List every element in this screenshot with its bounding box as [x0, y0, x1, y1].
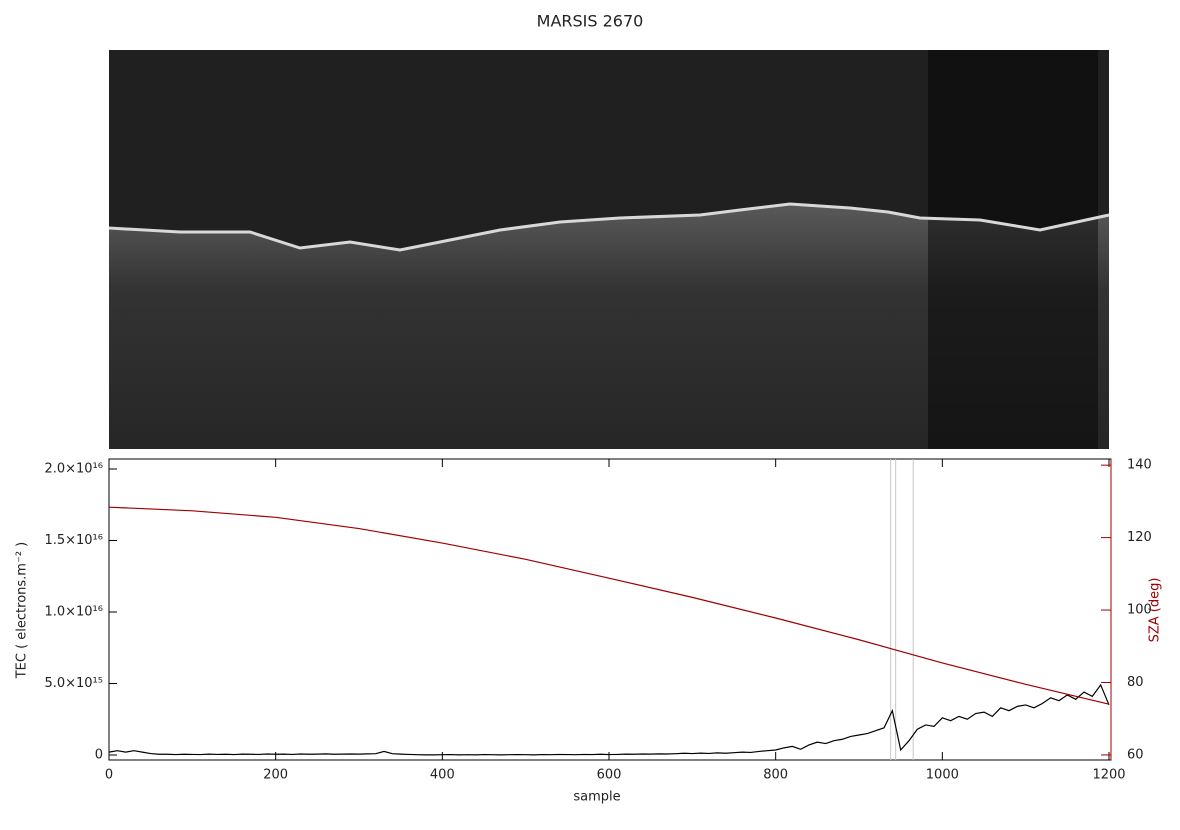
radargram — [108, 50, 1110, 449]
y-tick-label: 5.0×10¹⁵ — [44, 676, 103, 691]
y-tick-label: 2.0×10¹⁶ — [44, 462, 103, 477]
chart-title: MARSIS 2670 — [537, 12, 644, 31]
x-tick-label: 800 — [763, 768, 788, 783]
y2-tick-label: 80 — [1127, 675, 1144, 690]
y2-axis-label: SZA (deg) — [1148, 578, 1163, 643]
y2-tick-label: 140 — [1127, 458, 1152, 473]
plot-frame — [108, 458, 1112, 761]
x-tick-label: 1200 — [1092, 768, 1125, 783]
y2-tick-label: 60 — [1127, 747, 1144, 762]
y-axis-label: TEC ( electrons.m⁻² ) — [15, 542, 30, 680]
y2-tick-label: 100 — [1127, 603, 1152, 618]
y-tick-label: 0 — [95, 747, 103, 762]
y-tick-label: 1.0×10¹⁶ — [44, 605, 103, 620]
x-tick-label: 200 — [263, 768, 288, 783]
x-tick-label: 400 — [430, 768, 455, 783]
y-tick-label: 1.5×10¹⁶ — [44, 533, 103, 548]
series-line — [108, 683, 1110, 756]
x-axis-label: sample — [573, 790, 620, 805]
series-line — [108, 506, 1110, 705]
y2-tick-label: 120 — [1127, 530, 1152, 545]
x-tick-label: 600 — [597, 768, 622, 783]
x-tick-label: 1000 — [926, 768, 959, 783]
x-tick-label: 0 — [105, 768, 113, 783]
